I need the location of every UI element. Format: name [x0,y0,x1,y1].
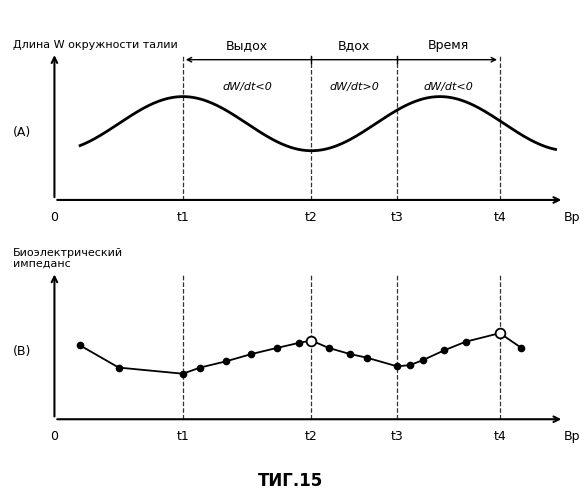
Text: (B): (B) [13,345,32,358]
Text: t4: t4 [494,211,506,224]
Text: t2: t2 [305,430,318,444]
Text: 0: 0 [50,211,59,224]
Text: 0: 0 [50,430,59,444]
Text: ΤИГ.15: ΤИГ.15 [258,472,322,490]
Text: dW/dt<0: dW/dt<0 [423,82,473,92]
Text: t1: t1 [176,430,189,444]
Text: (A): (A) [13,126,31,139]
Text: Время: Время [564,211,580,224]
Text: t2: t2 [305,211,318,224]
Text: Длина W окружности талии: Длина W окружности талии [13,40,178,50]
Text: Время: Время [428,40,469,52]
Text: dW/dt>0: dW/dt>0 [329,82,379,92]
Text: Вдох: Вдох [338,40,371,52]
Text: t3: t3 [391,211,404,224]
Text: dW/dt<0: dW/dt<0 [222,82,272,92]
Text: Биоэлектрический
импеданс: Биоэлектрический импеданс [13,248,124,269]
Text: Время: Время [564,430,580,444]
Text: t4: t4 [494,430,506,444]
Text: Выдох: Выдох [226,40,268,52]
Text: t1: t1 [176,211,189,224]
Text: t3: t3 [391,430,404,444]
